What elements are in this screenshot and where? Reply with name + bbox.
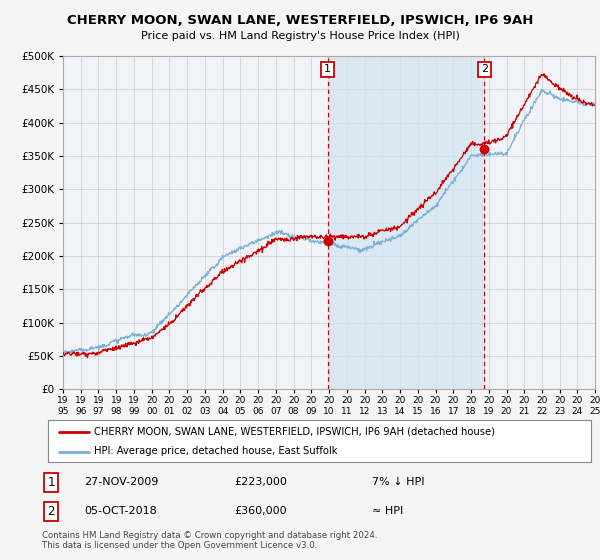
Text: £223,000: £223,000	[234, 477, 287, 487]
Text: Contains HM Land Registry data © Crown copyright and database right 2024.
This d: Contains HM Land Registry data © Crown c…	[42, 530, 377, 550]
Text: 27-NOV-2009: 27-NOV-2009	[84, 477, 158, 487]
Text: £360,000: £360,000	[234, 506, 287, 516]
Text: 2: 2	[47, 505, 55, 518]
Text: 05-OCT-2018: 05-OCT-2018	[84, 506, 157, 516]
Text: 1: 1	[47, 475, 55, 489]
Text: Price paid vs. HM Land Registry's House Price Index (HPI): Price paid vs. HM Land Registry's House …	[140, 31, 460, 41]
Text: 1: 1	[324, 64, 331, 74]
Text: ≈ HPI: ≈ HPI	[372, 506, 403, 516]
Bar	[328, 56, 484, 389]
Text: CHERRY MOON, SWAN LANE, WESTERFIELD, IPSWICH, IP6 9AH (detached house): CHERRY MOON, SWAN LANE, WESTERFIELD, IPS…	[94, 427, 495, 437]
Text: CHERRY MOON, SWAN LANE, WESTERFIELD, IPSWICH, IP6 9AH: CHERRY MOON, SWAN LANE, WESTERFIELD, IPS…	[67, 14, 533, 27]
Text: 2: 2	[481, 64, 488, 74]
Text: HPI: Average price, detached house, East Suffolk: HPI: Average price, detached house, East…	[94, 446, 338, 456]
Text: 7% ↓ HPI: 7% ↓ HPI	[372, 477, 425, 487]
